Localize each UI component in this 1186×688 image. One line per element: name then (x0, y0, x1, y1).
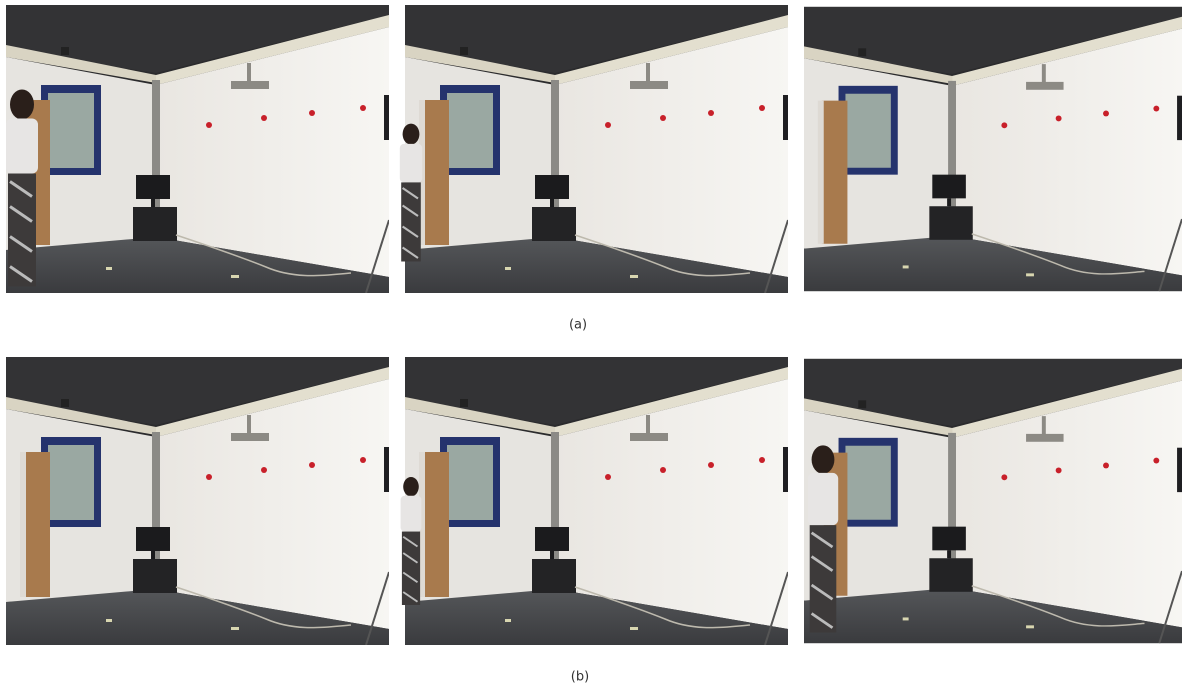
photo-b3 (804, 359, 1182, 643)
caption: (a) (569, 318, 587, 333)
figure: (a) (b) (0, 0, 1186, 688)
photo-a3 (804, 7, 1182, 291)
caption: (b) (571, 670, 589, 685)
photo-a2 (400, 5, 788, 293)
photo-b2 (401, 357, 788, 645)
photo-b1 (6, 357, 389, 645)
figure-page: (a) (b) (0, 0, 1186, 688)
photo-a1 (6, 5, 389, 293)
